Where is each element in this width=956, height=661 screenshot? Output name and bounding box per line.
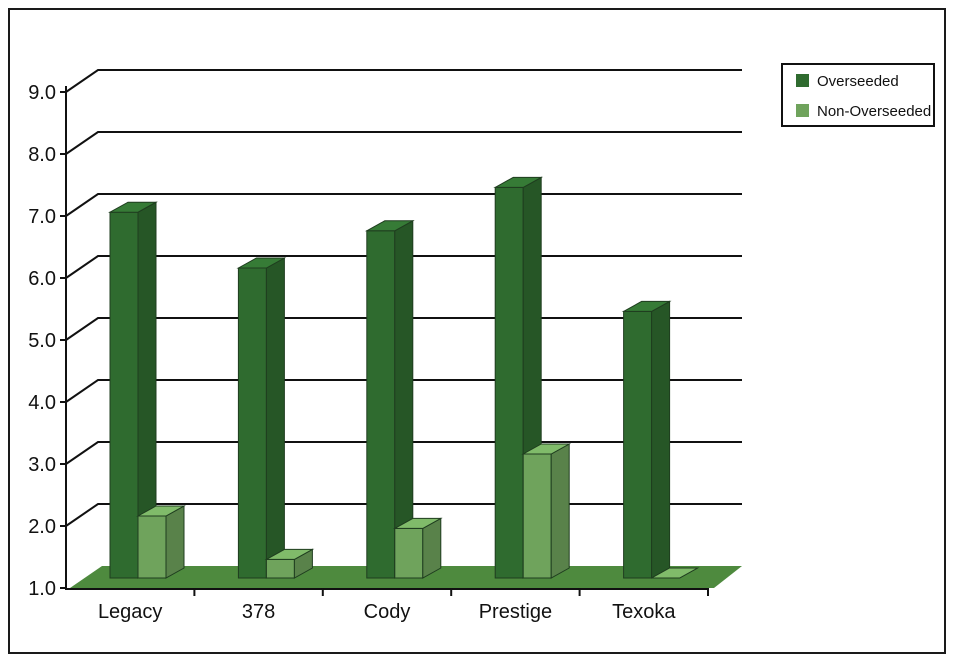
bar-top (649, 567, 700, 579)
bar-top (521, 443, 572, 455)
y-tick-label: 8.0 (28, 144, 56, 166)
bar-side (651, 300, 671, 579)
legend-label-overseeded: Overseeded (817, 73, 899, 90)
bars (108, 176, 700, 579)
bar-non-overseeded-378 (264, 548, 315, 579)
x-tick-label: Cody (364, 601, 411, 623)
bar-non-overseeded-prestige (521, 443, 572, 579)
bar-top (236, 257, 287, 269)
legend: Overseeded Non-Overseeded (781, 63, 935, 127)
gridline (65, 193, 742, 217)
legend-swatch-non-overseeded (796, 104, 809, 117)
bar-front (494, 186, 524, 579)
bar-top (493, 176, 544, 188)
bar-non-overseeded-cody (392, 517, 443, 579)
bar-non-overseeded-texoka (649, 567, 700, 579)
gridline (65, 131, 742, 155)
y-tick-label: 4.0 (28, 392, 56, 414)
x-tick-label: Prestige (479, 601, 552, 623)
legend-label-non-overseeded: Non-Overseeded (817, 103, 931, 120)
y-tick-label: 3.0 (28, 454, 56, 476)
bar-front (366, 230, 396, 579)
bar-front (522, 453, 552, 579)
bar-front (137, 515, 167, 579)
bar-top (264, 548, 315, 560)
y-tick-label: 6.0 (28, 268, 56, 290)
bar-top (392, 517, 443, 529)
bar-overseeded-cody (364, 219, 415, 579)
bar-top (108, 201, 158, 213)
x-tick-label: 378 (242, 601, 275, 623)
bar-overseeded-legacy (108, 201, 158, 579)
bar-overseeded-texoka (621, 300, 672, 579)
y-tick-label: 5.0 (28, 330, 56, 352)
gridline (65, 69, 742, 93)
bar-side (550, 443, 570, 579)
bar-front (394, 527, 424, 579)
bar-top (136, 505, 186, 517)
x-tick-label: Legacy (98, 601, 163, 623)
bar-front (623, 310, 653, 579)
bar-top (364, 220, 415, 232)
bar-front (237, 267, 267, 579)
y-tick-label: 2.0 (28, 516, 56, 538)
bar-non-overseeded-legacy (136, 505, 186, 579)
bar-overseeded-378 (236, 257, 287, 579)
axes: 1.0 2.0 3.0 4.0 5.0 6.0 7.0 8.0 9.0 Legacy 378 Cody… (28, 82, 709, 623)
y-tick-label: 7.0 (28, 206, 56, 228)
bar-side (165, 505, 185, 579)
x-tick-label: Texoka (612, 601, 676, 623)
y-tick-label: 1.0 (28, 578, 56, 600)
bar-top (621, 300, 672, 312)
legend-swatch-overseeded (796, 74, 809, 87)
bar-side (265, 257, 285, 579)
bar-front (109, 211, 139, 579)
y-tick-label: 9.0 (28, 82, 56, 104)
bar-front (265, 558, 295, 579)
